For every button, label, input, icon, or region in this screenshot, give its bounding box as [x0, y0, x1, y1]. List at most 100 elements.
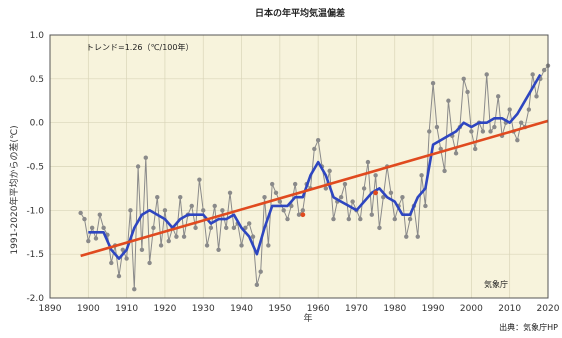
- annual-point: [277, 199, 283, 204]
- trend-line: [80, 119, 549, 258]
- annual-point: [373, 173, 378, 178]
- annual-point: [530, 72, 535, 77]
- y-tick-label: 1.0: [30, 31, 45, 41]
- annual-point: [250, 234, 256, 239]
- x-tick-label: 1950: [268, 304, 291, 314]
- annual-point: [208, 225, 214, 231]
- annual-point: [488, 129, 493, 134]
- annual-point: [139, 247, 145, 252]
- annual-point: [269, 181, 275, 187]
- annual-point: [346, 216, 351, 222]
- annual-point: [492, 124, 497, 130]
- annual-point: [220, 208, 225, 213]
- annual-point: [392, 216, 397, 222]
- annual-point: [484, 72, 489, 77]
- annual-point: [124, 256, 129, 261]
- annual-point: [358, 216, 363, 222]
- annual-point: [541, 67, 547, 73]
- annual-point: [258, 269, 263, 274]
- highlight-points: [300, 190, 379, 218]
- annual-point: [109, 260, 114, 266]
- x-tick-label: 1940: [230, 304, 253, 314]
- annual-point: [300, 208, 306, 213]
- annual-point: [101, 225, 106, 231]
- x-tick-label: 1930: [192, 304, 215, 314]
- annual-point: [143, 155, 148, 160]
- trend-label: トレンド=1.26（℃/100年）: [86, 42, 193, 52]
- annual-point: [201, 208, 206, 213]
- moving-average-series: [88, 73, 542, 260]
- x-tick-label: 1980: [383, 304, 406, 314]
- y-tick-label: -1.5: [26, 250, 44, 260]
- annual-point: [453, 151, 459, 156]
- annual-point: [151, 225, 156, 231]
- annual-point: [461, 76, 466, 82]
- annual-point: [128, 208, 133, 213]
- annual-point: [178, 194, 183, 200]
- plot-frame: [49, 34, 549, 299]
- annual-point: [285, 216, 290, 222]
- annual-point: [507, 107, 512, 112]
- annual-point: [442, 168, 447, 174]
- annual-point: [415, 234, 420, 239]
- y-tick-label: -2.0: [26, 294, 44, 304]
- annual-point: [189, 203, 194, 209]
- annual-point: [86, 238, 91, 244]
- annual-point: [89, 225, 95, 231]
- y-tick-label: -0.5: [26, 163, 44, 173]
- annual-point: [312, 146, 317, 152]
- annual-point: [534, 94, 539, 99]
- annual-point: [518, 120, 524, 125]
- annual-point: [327, 168, 332, 174]
- x-tick-label: 2010: [498, 304, 521, 314]
- annual-point: [239, 243, 244, 248]
- annual-point: [338, 194, 344, 200]
- x-tick-label: 1910: [115, 304, 138, 314]
- annual-point: [342, 181, 348, 187]
- moving-average-line: [88, 73, 542, 260]
- annual-point: [465, 89, 470, 95]
- annual-point: [120, 247, 125, 252]
- annual-point: [427, 129, 432, 134]
- annual-point: [181, 234, 187, 239]
- annual-point: [388, 190, 394, 195]
- annual-point: [289, 203, 294, 209]
- annual-point: [212, 203, 217, 209]
- annual-point: [273, 190, 279, 195]
- annual-point: [262, 194, 267, 200]
- annual-point: [266, 243, 271, 248]
- annual-point: [227, 190, 233, 195]
- x-tick-label: 2020: [537, 304, 560, 314]
- annual-point: [369, 212, 374, 217]
- x-axis-ticks: 1890 1900 1910 1920 1930 1940 1950 1960 1970 1980…: [39, 304, 560, 314]
- annual-series: [78, 63, 551, 292]
- annual-point: [147, 260, 152, 266]
- annual-point: [82, 216, 87, 222]
- annual-point: [93, 236, 99, 241]
- annual-point: [166, 238, 171, 244]
- annual-point: [231, 225, 237, 231]
- annual-point: [515, 138, 520, 143]
- annual-point: [193, 225, 198, 231]
- annual-point: [296, 212, 302, 217]
- annual-point: [132, 287, 137, 292]
- annual-point: [496, 94, 501, 99]
- annual-point: [526, 107, 532, 112]
- y-tick-label: 0.0: [30, 119, 45, 129]
- annual-point: [430, 81, 436, 86]
- annual-point: [480, 129, 486, 134]
- annual-point: [224, 225, 229, 231]
- annual-point: [365, 159, 371, 165]
- annual-point: [135, 164, 141, 169]
- x-tick-label: 1970: [345, 304, 368, 314]
- x-tick-label: 1990: [422, 304, 445, 314]
- annual-point: [407, 216, 413, 222]
- y-tick-label: -1.0: [26, 206, 44, 216]
- x-tick-label: 1960: [307, 304, 330, 314]
- x-tick-label: 1920: [153, 304, 176, 314]
- annual-point: [292, 181, 298, 187]
- annual-point: [174, 234, 179, 239]
- annual-point: [162, 208, 168, 213]
- y-axis-ticks: 1.0 0.5 0.0 -0.5 -1.0 -1.5 -2.0: [26, 31, 44, 304]
